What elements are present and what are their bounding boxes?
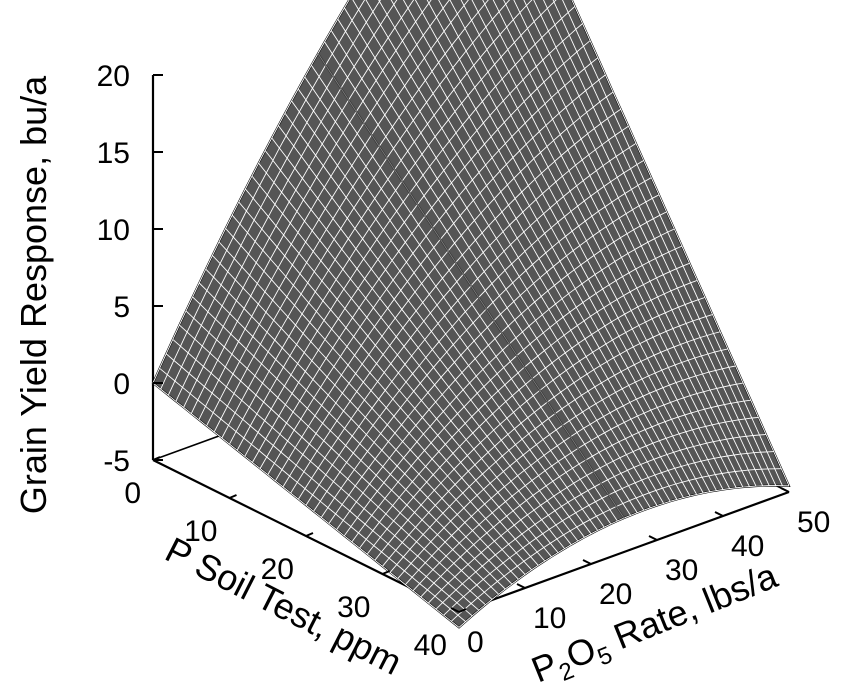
mesh-line-y: [378, 0, 671, 502]
y-tick-mark: [516, 583, 526, 589]
mesh-line-y: [245, 188, 552, 557]
mesh-line-y: [402, 0, 684, 498]
x-tick-mark: [229, 494, 237, 499]
mesh-line-y: [179, 324, 486, 606]
z-tick-label: 15: [97, 137, 130, 170]
mesh-line-y: [503, 0, 744, 488]
y-tick-mark: [582, 559, 592, 565]
x-tick-label: 0: [124, 477, 141, 510]
p2o5-rate-ticks: 0 10 20 30 40 50: [450, 487, 830, 659]
mesh-line-y: [205, 268, 513, 585]
mesh-line-y: [212, 255, 519, 580]
y-tick-mark: [714, 511, 724, 517]
mesh-line-y: [251, 175, 559, 553]
x-tick-label: 40: [414, 629, 447, 662]
yield-response-ticks: -5 0 5 10 15 20: [97, 60, 163, 478]
mesh-line-y: [311, 64, 618, 522]
y-tick-label: 50: [797, 506, 830, 539]
y-tick-mark: [648, 535, 658, 541]
y-tick-label: 0: [467, 626, 484, 659]
mesh-line-y: [324, 41, 631, 516]
mesh-line-y: [460, 0, 717, 491]
mesh-line-y: [438, 0, 704, 494]
mesh-line-y: [523, 0, 757, 487]
mesh-line-y: [159, 367, 466, 622]
y-tick-mark: [780, 487, 790, 493]
mesh-line-y: [218, 241, 526, 575]
mesh-line-y: [337, 18, 645, 511]
mesh-line-y: [449, 0, 711, 492]
z-tick-label: 5: [113, 291, 130, 324]
x-tick-label: 10: [184, 515, 217, 548]
mesh-line-y: [192, 296, 499, 595]
mesh-line-y: [513, 0, 750, 487]
x-tick-label: 30: [337, 591, 370, 624]
z-axis-label: Grain Yield Response, bu/a: [13, 75, 54, 514]
mesh-line-y: [492, 0, 737, 489]
x-tick-mark: [458, 608, 467, 613]
y-axis-line: [458, 490, 790, 614]
mesh-line-y: [291, 100, 598, 531]
mesh-line-y: [365, 0, 664, 504]
y-tick-label: 30: [665, 554, 698, 587]
mesh-line-y: [185, 310, 493, 600]
mesh-line-y: [198, 282, 506, 590]
mesh-line-y: [552, 0, 777, 486]
mesh-line-y: [543, 0, 770, 486]
y-tick-mark: [450, 607, 460, 613]
surface-ridge-line: [317, 52, 625, 519]
z-tick-label: -5: [103, 445, 130, 478]
yield-surface: [151, 0, 791, 629]
mesh-line-y: [426, 0, 697, 495]
mesh-line-y: [231, 214, 539, 566]
mesh-line-y: [471, 0, 724, 490]
mesh-line-y: [278, 125, 585, 538]
mesh-line-y: [225, 228, 532, 571]
y-tick-label: 20: [599, 578, 632, 611]
mesh-line-y: [284, 112, 592, 535]
mesh-line-y: [330, 30, 638, 513]
x-tick-mark: [305, 532, 314, 537]
mesh-line-y: [271, 137, 579, 542]
mesh-line-y: [482, 0, 731, 489]
z-tick-label: 0: [113, 368, 130, 401]
mesh-line-y: [304, 76, 612, 525]
x-tick-label: 20: [261, 553, 294, 586]
y-tick-label: 10: [533, 602, 566, 635]
mesh-line-y: [172, 339, 480, 611]
mesh-line-y: [165, 353, 473, 617]
z-tick-label: 10: [97, 214, 130, 247]
x-tick-mark: [382, 570, 390, 575]
surface-patch: [151, 0, 791, 629]
mesh-line-y: [352, 0, 658, 506]
mesh-line-y: [571, 0, 790, 486]
p-soil-test-ticks: 0 10 20 30 40: [124, 456, 467, 662]
mesh-line-y: [264, 150, 572, 545]
mesh-line-y: [258, 162, 565, 549]
mesh-line-y: [238, 201, 546, 562]
mesh-line-y: [414, 0, 691, 497]
mesh-line-y: [562, 0, 783, 486]
z-tick-label: 20: [97, 60, 130, 93]
mesh-line-y: [533, 0, 764, 486]
mesh-line-y: [390, 0, 678, 500]
mesh-line-y: [344, 7, 651, 509]
y-tick-label: 40: [731, 530, 764, 563]
mesh-line-y: [297, 88, 605, 528]
mesh-line-y: [152, 382, 460, 628]
